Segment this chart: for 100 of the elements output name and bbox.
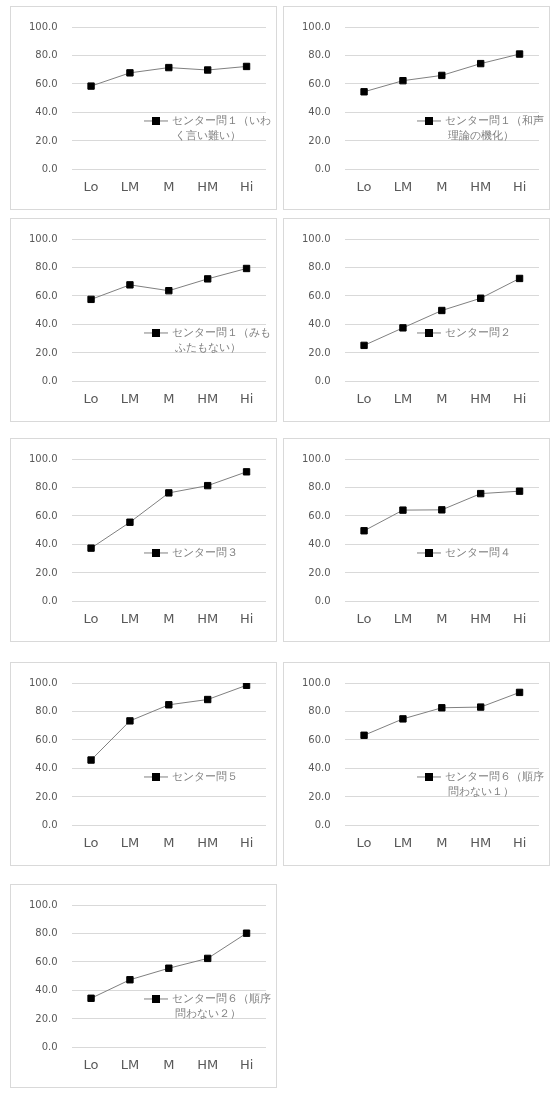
y-tick-label: 100.0 [28, 676, 58, 688]
y-tick-label: 40.0 [35, 984, 58, 996]
y-tick-label: 40.0 [308, 318, 331, 330]
point [438, 506, 446, 514]
y-tick-label: 20.0 [308, 134, 331, 146]
point [87, 756, 95, 764]
y-tick-label: 20.0 [35, 566, 58, 578]
point [360, 341, 368, 350]
point [477, 703, 485, 711]
y-tick-label: 20.0 [35, 346, 58, 358]
y-tick-label: 100.0 [28, 232, 58, 244]
x-tick-label: LM [120, 178, 140, 194]
y-tick-label: 60.0 [35, 77, 58, 89]
y-tick-label: 0.0 [41, 818, 58, 830]
x-tick-label: LM [393, 610, 413, 626]
y-tick-label: 60.0 [308, 77, 331, 89]
y-tick-label: 100.0 [301, 20, 331, 32]
legend-label: センター問３ [172, 545, 238, 559]
x-tick-label: HM [197, 1056, 219, 1072]
point [515, 487, 524, 495]
x-tick-label: HM [197, 178, 219, 194]
x-tick-label: Hi [512, 610, 527, 626]
y-tick-label: 0.0 [314, 594, 331, 606]
point [204, 695, 212, 704]
point [515, 50, 524, 58]
x-tick-label: LM [120, 1056, 140, 1072]
x-tick-label: Hi [512, 390, 527, 406]
x-tick-label: LM [120, 834, 140, 850]
point [399, 715, 407, 723]
y-tick-label: 60.0 [35, 509, 58, 521]
legend-label: センター問２ [445, 325, 511, 339]
y-tick-label: 80.0 [308, 705, 331, 717]
y-tick-label: 0.0 [314, 374, 331, 386]
point [165, 964, 173, 972]
x-tick-label: M [436, 390, 448, 406]
x-tick-label: LM [120, 390, 140, 406]
y-tick-label: 60.0 [308, 733, 331, 745]
point [242, 62, 251, 71]
point [165, 489, 173, 497]
point [87, 994, 95, 1002]
x-tick-label: LM [120, 610, 140, 626]
y-tick-label: 0.0 [41, 162, 58, 174]
x-tick-label: LM [393, 390, 413, 406]
x-tick-label: M [163, 610, 175, 626]
point [165, 287, 173, 295]
point [399, 324, 407, 332]
legend-label: センター問４ [445, 545, 511, 559]
point [204, 275, 212, 283]
y-tick-label: 60.0 [308, 509, 331, 521]
x-tick-label: Lo [83, 178, 99, 194]
point [399, 77, 407, 85]
legend-label: センター問１（いわく言い難い） [172, 113, 271, 142]
y-tick-label: 100.0 [28, 452, 58, 464]
point [360, 527, 368, 535]
x-tick-label: Lo [356, 610, 372, 626]
y-tick-label: 20.0 [35, 134, 58, 146]
y-tick-label: 0.0 [314, 162, 331, 174]
y-tick-label: 100.0 [301, 232, 331, 244]
x-tick-label: Hi [512, 178, 527, 194]
y-tick-label: 40.0 [308, 762, 331, 774]
y-tick-label: 80.0 [35, 705, 58, 717]
y-tick-label: 0.0 [41, 1040, 58, 1052]
x-tick-label: M [163, 834, 175, 850]
y-tick-label: 80.0 [308, 49, 331, 61]
y-tick-label: 80.0 [35, 481, 58, 493]
x-tick-label: HM [470, 178, 492, 194]
x-tick-label: Hi [512, 834, 527, 850]
x-tick-label: Lo [356, 390, 372, 406]
y-tick-label: 80.0 [308, 481, 331, 493]
point [204, 954, 212, 963]
point [126, 69, 134, 77]
x-tick-label: Lo [356, 178, 372, 194]
y-tick-label: 20.0 [308, 790, 331, 802]
y-tick-label: 60.0 [35, 733, 58, 745]
y-tick-label: 0.0 [314, 818, 331, 830]
y-tick-label: 60.0 [35, 955, 58, 967]
y-tick-label: 0.0 [41, 374, 58, 386]
point [438, 71, 446, 80]
y-tick-label: 40.0 [35, 762, 58, 774]
y-tick-label: 40.0 [35, 318, 58, 330]
point [360, 88, 368, 96]
y-tick-label: 0.0 [41, 594, 58, 606]
x-tick-label: HM [470, 390, 492, 406]
y-tick-label: 20.0 [35, 1012, 58, 1024]
x-tick-label: Lo [83, 834, 99, 850]
point [165, 63, 173, 72]
point [165, 701, 173, 709]
y-tick-label: 40.0 [308, 538, 331, 550]
x-tick-label: LM [393, 178, 413, 194]
point [126, 281, 134, 289]
x-tick-label: Lo [356, 834, 372, 850]
x-tick-label: M [163, 178, 175, 194]
y-tick-label: 40.0 [35, 538, 58, 550]
point [242, 264, 251, 273]
y-tick-label: 20.0 [308, 566, 331, 578]
point [242, 468, 251, 476]
point [126, 976, 134, 984]
point [438, 306, 446, 315]
point [87, 544, 95, 552]
y-tick-label: 80.0 [35, 49, 58, 61]
